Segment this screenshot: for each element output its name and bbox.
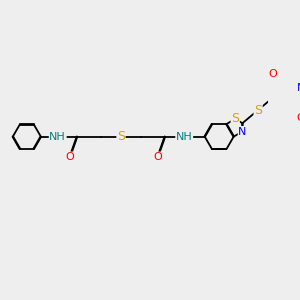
Text: NH: NH bbox=[176, 132, 193, 142]
Text: O: O bbox=[153, 152, 162, 162]
Text: N: N bbox=[238, 127, 247, 136]
Text: N: N bbox=[297, 83, 300, 93]
Text: S: S bbox=[231, 112, 239, 125]
Text: S: S bbox=[117, 130, 125, 143]
Text: O: O bbox=[268, 69, 277, 80]
Text: NH: NH bbox=[49, 132, 66, 142]
Text: O: O bbox=[296, 113, 300, 123]
Text: S: S bbox=[254, 103, 262, 116]
Text: O: O bbox=[65, 152, 74, 162]
